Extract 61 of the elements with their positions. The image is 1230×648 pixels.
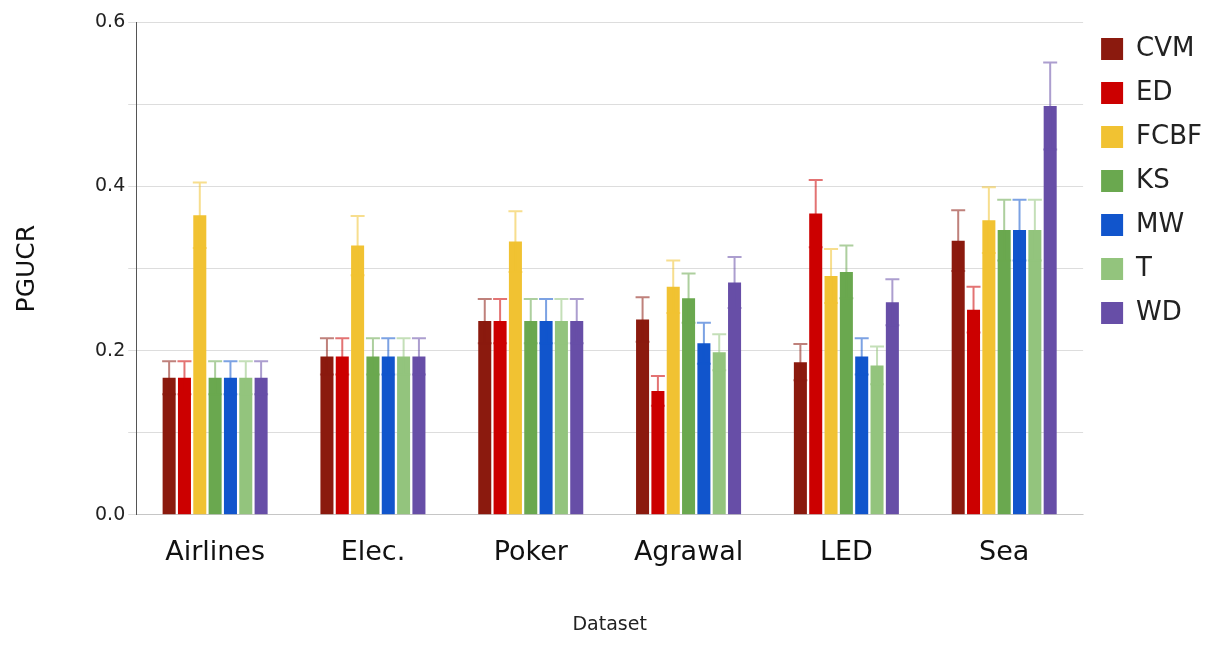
legend-label: FCBF: [1136, 119, 1202, 150]
x-tick-label: LED: [819, 535, 873, 567]
bar: [793, 362, 807, 515]
legend-label: KS: [1136, 163, 1170, 194]
bar: [239, 377, 253, 515]
bar: [1028, 230, 1042, 515]
bar: [223, 377, 237, 515]
x-tick-label: Agrawal: [633, 535, 744, 567]
bar: [524, 321, 538, 515]
legend-label: WD: [1136, 295, 1182, 326]
x-tick-label: Sea: [979, 535, 1030, 567]
bar: [320, 356, 334, 515]
bar: [508, 241, 522, 515]
x-axis-title: Dataset: [572, 611, 647, 634]
bar: [554, 321, 568, 515]
legend-label: CVM: [1136, 31, 1195, 62]
bar: [682, 298, 696, 515]
bar: [697, 343, 711, 515]
bar: [839, 271, 853, 515]
x-tick-label: Elec.: [340, 535, 406, 567]
bar: [885, 302, 899, 515]
bar: [1013, 230, 1027, 515]
bar: [855, 356, 869, 515]
y-tick-label: 0.2: [95, 337, 126, 360]
bar: [951, 240, 965, 515]
bar: [162, 377, 176, 515]
bar: [208, 377, 222, 515]
legend-label: MW: [1136, 207, 1185, 238]
legend-label: T: [1135, 251, 1153, 282]
y-axis-title: PGUCR: [10, 224, 40, 313]
bar: [997, 230, 1011, 515]
legend-label: ED: [1136, 75, 1173, 106]
bar: [570, 321, 584, 515]
x-tick-label: Airlines: [165, 535, 266, 567]
x-tick-label: Poker: [493, 535, 569, 567]
bar: [193, 215, 207, 515]
bar: [651, 390, 665, 515]
bar: [177, 377, 191, 515]
bar: [636, 319, 650, 515]
bar: [539, 321, 553, 515]
bar: [982, 220, 996, 515]
y-tick-label: 0.4: [95, 173, 126, 196]
bar: [397, 356, 411, 515]
bar: [712, 352, 726, 515]
bar: [366, 356, 380, 515]
bar: [351, 245, 365, 515]
y-tick-label: 0.0: [95, 501, 126, 524]
bar: [967, 309, 981, 515]
y-tick-label: 0.6: [95, 9, 126, 32]
bar: [870, 365, 884, 515]
bar: [728, 282, 742, 515]
bar: [666, 286, 680, 515]
bar: [254, 377, 268, 515]
bar: [493, 321, 507, 515]
bar: [824, 275, 838, 515]
bar: [478, 321, 492, 515]
bar: [381, 356, 395, 515]
bar: [412, 356, 426, 515]
bar: [1043, 106, 1057, 515]
bar: [809, 213, 823, 515]
bar: [335, 356, 349, 515]
